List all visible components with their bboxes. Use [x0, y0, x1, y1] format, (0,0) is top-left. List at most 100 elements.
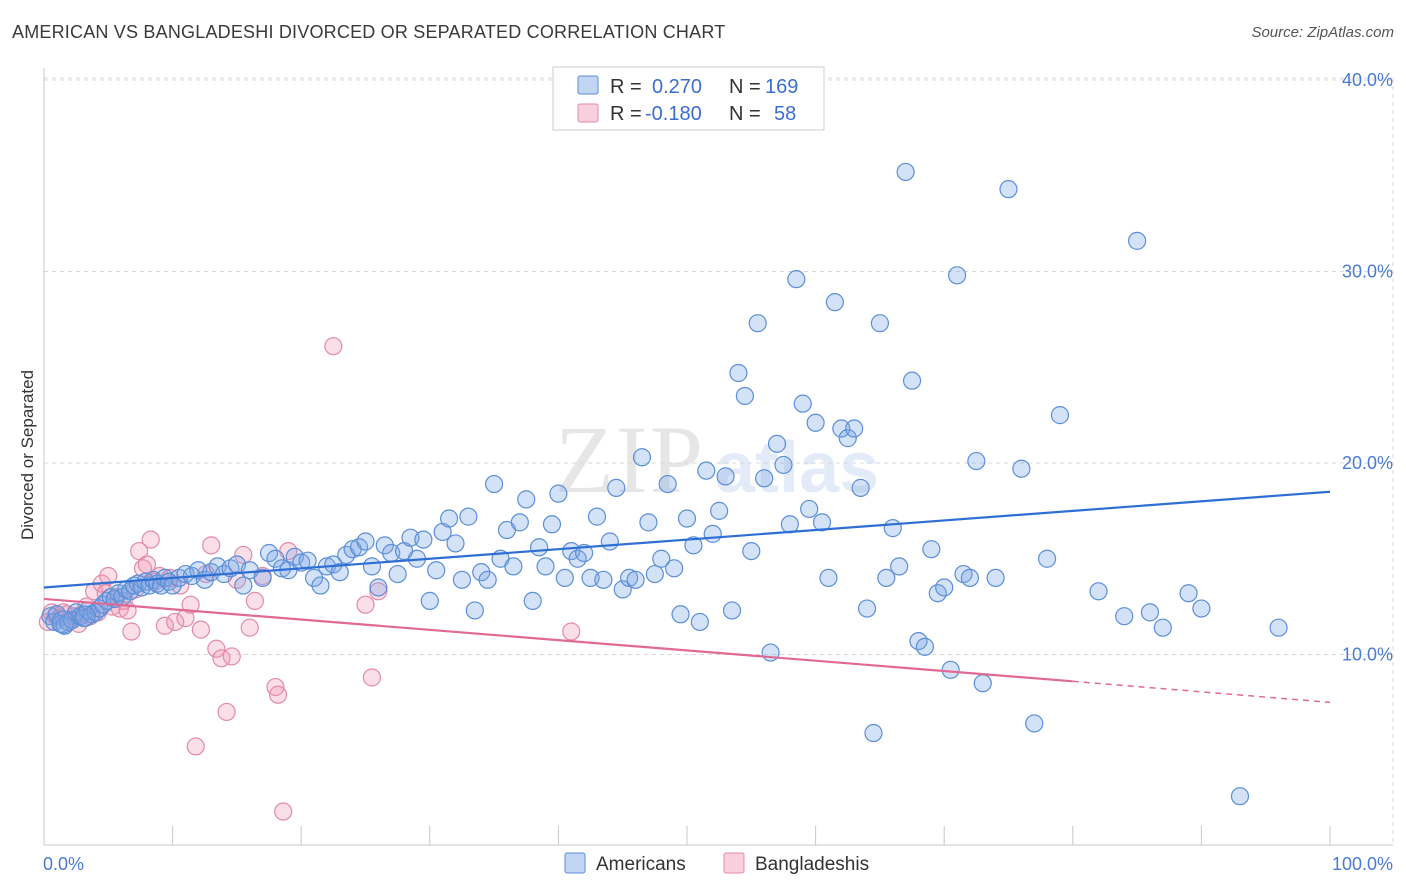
american-point — [388, 564, 407, 584]
american-point — [800, 499, 819, 519]
bangladeshi-point — [130, 541, 149, 561]
american-point — [742, 541, 761, 561]
x-axis-ticks — [172, 826, 1331, 845]
american-point — [806, 413, 825, 432]
series-legend: Americans Bangladeshis — [564, 852, 869, 875]
american-point — [523, 591, 542, 610]
american-point — [787, 270, 806, 289]
american-point — [600, 532, 619, 551]
bangladeshi-point — [166, 612, 185, 632]
x-tick-label-min: 0.0% — [43, 854, 84, 874]
legend-n-value-bangladeshis: 58 — [774, 103, 796, 125]
chart-title: AMERICAN VS BANGLADESHI DIVORCED OR SEPA… — [12, 22, 726, 42]
american-point — [478, 570, 497, 589]
series-legend-label-bangladeshis: Bangladeshis — [755, 854, 869, 875]
americans-trend-line — [43, 490, 1331, 589]
american-point — [427, 561, 446, 580]
american-point — [793, 394, 812, 413]
american-point — [755, 469, 774, 488]
american-point — [1012, 459, 1031, 478]
american-point — [414, 530, 433, 549]
american-point — [292, 553, 311, 572]
legend-n-label-bangladeshis: N = — [729, 103, 761, 125]
y-tick-label: 40.0% — [1342, 70, 1393, 90]
american-point — [748, 314, 767, 333]
american-point — [812, 513, 832, 532]
american-point — [607, 478, 626, 497]
american-point — [697, 461, 716, 480]
american-point — [1037, 549, 1057, 568]
american-point — [652, 549, 671, 568]
axes — [43, 68, 1393, 846]
american-point — [1025, 714, 1044, 733]
american-point — [864, 723, 883, 743]
bangladeshi-point — [222, 647, 241, 666]
american-point — [510, 513, 529, 532]
american-point — [767, 434, 787, 453]
american-point — [960, 568, 980, 588]
american-point — [722, 601, 742, 620]
bangladeshi-point — [155, 616, 174, 635]
bangladeshi-point — [234, 545, 253, 565]
american-point — [356, 532, 375, 551]
american-point — [890, 557, 909, 576]
american-point — [452, 570, 472, 589]
american-point — [465, 601, 484, 620]
american-point-cluster — [74, 605, 96, 627]
bangladeshi-point — [141, 530, 160, 549]
bangladeshis-trend-line — [43, 597, 1073, 683]
american-point — [1089, 582, 1108, 601]
american-point — [915, 637, 935, 656]
y-tick-label: 30.0% — [1342, 262, 1393, 282]
american-point — [517, 490, 536, 509]
american-point — [1050, 406, 1070, 425]
american-point — [684, 536, 703, 555]
legend-n-label-americans: N = — [729, 76, 761, 98]
american-point — [690, 612, 709, 632]
american-point — [703, 524, 722, 543]
watermark-atlas: atlas — [715, 428, 879, 508]
american-point — [1230, 787, 1250, 806]
legend-n-value-americans: 169 — [765, 76, 798, 98]
american-point-cluster — [51, 610, 75, 634]
american-point — [832, 419, 851, 438]
american-point — [542, 515, 562, 534]
american-point — [665, 559, 684, 578]
american-point — [626, 570, 645, 589]
american-point — [459, 507, 478, 526]
american-point — [536, 557, 555, 576]
bangladeshi-point — [181, 595, 200, 614]
american-point — [729, 363, 748, 383]
y-axis-labels: 10.0% 20.0% 30.0% 40.0% — [1342, 70, 1393, 665]
american-point — [857, 599, 877, 618]
american-point — [485, 474, 504, 494]
bangladeshi-point — [324, 337, 343, 356]
american-point — [986, 568, 1005, 588]
series-legend-label-americans: Americans — [596, 854, 686, 875]
bangladeshi-point — [268, 685, 288, 704]
american-point — [234, 576, 253, 595]
trend-lines — [43, 490, 1331, 704]
y-tick-label: 20.0% — [1342, 453, 1393, 473]
bangladeshi-point — [356, 595, 375, 614]
american-point — [613, 580, 632, 599]
bangladeshi-point — [562, 622, 581, 641]
american-point — [1140, 603, 1160, 622]
american-point — [504, 557, 523, 576]
american-point — [735, 386, 754, 406]
american-point — [632, 448, 652, 467]
american-point — [549, 484, 568, 503]
american-point — [446, 534, 465, 553]
american-point — [587, 507, 607, 526]
bangladeshi-point — [245, 591, 265, 610]
legend-swatch-bangladeshis — [577, 103, 599, 123]
american-point — [999, 180, 1018, 199]
american-point — [1153, 618, 1172, 637]
american-point — [838, 429, 857, 448]
american-point — [716, 467, 735, 486]
american-point — [973, 674, 992, 693]
american-point — [1127, 231, 1147, 250]
american-point — [530, 538, 549, 557]
american-point — [941, 660, 960, 679]
